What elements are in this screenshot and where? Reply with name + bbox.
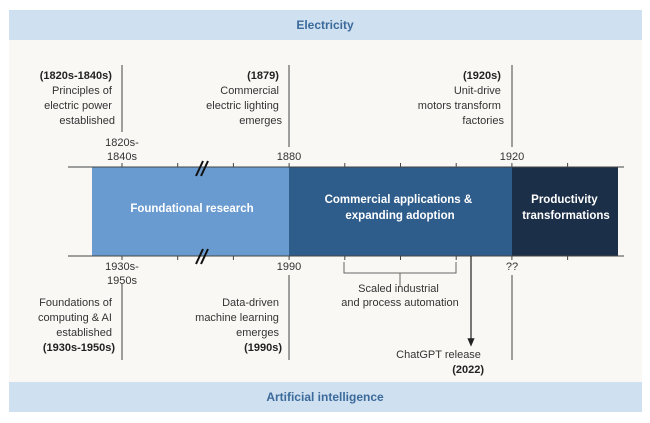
top-tick-1820s: 1820s-1840s: [105, 137, 139, 163]
electricity-title: Electricity: [296, 18, 354, 32]
segment-foundational-label: Foundational research: [130, 203, 253, 215]
electricity-band: [9, 10, 642, 40]
electricity-event-2: (1879) Commercial electric lighting emer…: [206, 70, 282, 127]
electricity-event-3: (1920s) Unit-drive motors transform fact…: [418, 70, 505, 127]
segment-productivity-label: Productivity transformations: [522, 194, 610, 222]
segment-foundational: [92, 167, 289, 256]
axis-break-top-icon: [195, 160, 209, 177]
segment-productivity: [512, 167, 618, 256]
bottom-tick-1990: 1990: [277, 261, 301, 273]
top-tick-1920: 1920: [500, 151, 524, 163]
electricity-event-1: (1820s-1840s) Principles of electric pow…: [40, 70, 115, 127]
ai-band: [9, 382, 642, 412]
bottom-tick-unknown: ??: [506, 261, 518, 273]
ai-event-2: Data-driven machine learning emerges (19…: [195, 297, 282, 354]
top-tick-1880: 1880: [277, 151, 301, 163]
automation-label: Scaled industrial and process automation: [341, 283, 458, 309]
bottom-tick-1930s: 1930s-1950s: [105, 261, 139, 287]
automation-bracket: [343, 262, 457, 287]
ai-event-1: Foundations of computing & AI establishe…: [38, 297, 115, 354]
axis-ticks: [121, 163, 569, 260]
segment-commercial-label: Commercial applications & expanding adop…: [325, 194, 476, 222]
chatgpt-event: ChatGPT release (2022): [396, 349, 484, 376]
axis-break-bottom-icon: [195, 248, 209, 265]
ai-title: Artificial intelligence: [266, 390, 384, 404]
segment-commercial: [289, 167, 512, 256]
